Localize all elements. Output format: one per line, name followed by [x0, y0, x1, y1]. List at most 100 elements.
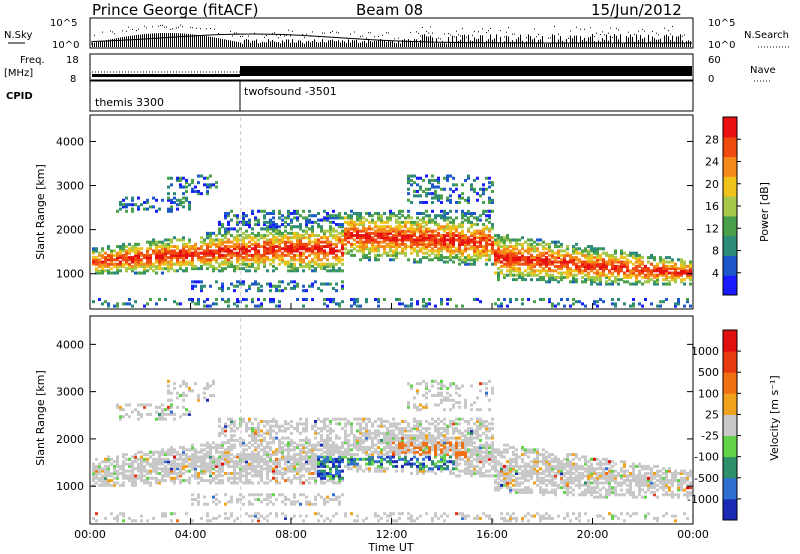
range-cell [416, 236, 419, 240]
range-cell [383, 247, 386, 251]
range-cell [176, 238, 179, 242]
range-cell [194, 455, 197, 459]
nsky-bar [244, 39, 245, 47]
range-cell [164, 479, 167, 483]
range-cell [416, 260, 419, 264]
range-cell [608, 275, 611, 279]
range-cell [680, 269, 683, 273]
range-cell [530, 258, 533, 262]
range-cell [224, 512, 227, 516]
range-cell [236, 220, 239, 224]
range-cell [194, 472, 197, 475]
range-cell [521, 256, 524, 260]
nsky-bar [584, 37, 585, 47]
range-cell [146, 240, 149, 244]
range-cell [140, 462, 143, 466]
nsky-bar [482, 35, 483, 47]
range-cell [455, 225, 458, 229]
range-cell [590, 253, 593, 257]
range-cell [197, 502, 200, 506]
range-cell [497, 245, 500, 249]
range-cell [635, 256, 638, 260]
range-cell [194, 498, 197, 501]
range-cell [266, 476, 269, 480]
range-cell [215, 234, 218, 238]
range-cell [320, 481, 323, 485]
range-cell [314, 256, 317, 260]
range-cell [569, 258, 572, 262]
range-cell [305, 438, 308, 442]
range-cell [218, 460, 221, 464]
range-cell [143, 469, 146, 473]
range-cell [116, 256, 119, 260]
range-cell [293, 249, 296, 253]
range-cell [164, 242, 167, 246]
range-cell [215, 260, 218, 264]
range-cell [551, 278, 554, 282]
range-cell [218, 500, 221, 504]
range-cell [161, 408, 164, 412]
range-cell [368, 214, 371, 218]
range-cell [230, 460, 233, 464]
range-cell [179, 302, 182, 306]
range-cell [401, 214, 404, 218]
nsky-bar [210, 36, 211, 47]
range-cell [467, 220, 470, 224]
range-cell [473, 212, 476, 215]
range-cell [275, 424, 278, 428]
range-cell [257, 457, 260, 461]
range-cell [509, 264, 512, 268]
range-cell [314, 214, 317, 218]
range-cell [296, 216, 299, 220]
range-cell [95, 256, 98, 260]
range-cell [653, 273, 656, 277]
range-cell [317, 286, 320, 290]
range-cell [434, 256, 437, 260]
range-cell [185, 251, 188, 255]
range-cell [116, 474, 119, 478]
range-cell [425, 247, 428, 251]
range-cell [437, 198, 440, 202]
range-cell [332, 234, 335, 238]
range-cell [269, 448, 272, 452]
range-cell [194, 450, 197, 454]
range-cell [434, 223, 437, 227]
range-cell [311, 234, 314, 238]
range-cell [134, 267, 137, 271]
range-cell [203, 176, 206, 180]
range-cell [206, 245, 209, 249]
range-cell [338, 302, 341, 306]
range-cell [341, 269, 344, 273]
range-cell [338, 453, 341, 457]
range-cell [263, 264, 266, 268]
range-cell [335, 467, 338, 471]
nsky-bar [624, 42, 625, 47]
range-cell [560, 264, 563, 268]
range-cell [593, 302, 596, 306]
range-cell [167, 391, 170, 395]
range-cell [587, 275, 590, 279]
range-cell [119, 251, 122, 255]
range-cell [596, 249, 599, 253]
range-cell [512, 251, 515, 255]
range-cell [221, 450, 224, 454]
range-cell [656, 275, 659, 279]
nsearch-dot [276, 34, 277, 36]
range-cell [449, 229, 452, 233]
range-cell [305, 247, 308, 251]
range-cell [158, 467, 161, 471]
range-cell [173, 460, 176, 464]
range-cell [428, 240, 431, 244]
range-cell [227, 457, 230, 461]
range-cell [554, 251, 557, 255]
range-cell [206, 267, 209, 271]
velocity-cells [92, 318, 692, 523]
range-cell [257, 427, 260, 431]
range-cell [257, 267, 260, 271]
range-cell [194, 264, 197, 268]
range-cell [278, 472, 281, 475]
range-cell [221, 225, 224, 229]
nsearch-dot [428, 32, 429, 34]
range-cell [134, 460, 137, 464]
range-cell [362, 242, 365, 246]
